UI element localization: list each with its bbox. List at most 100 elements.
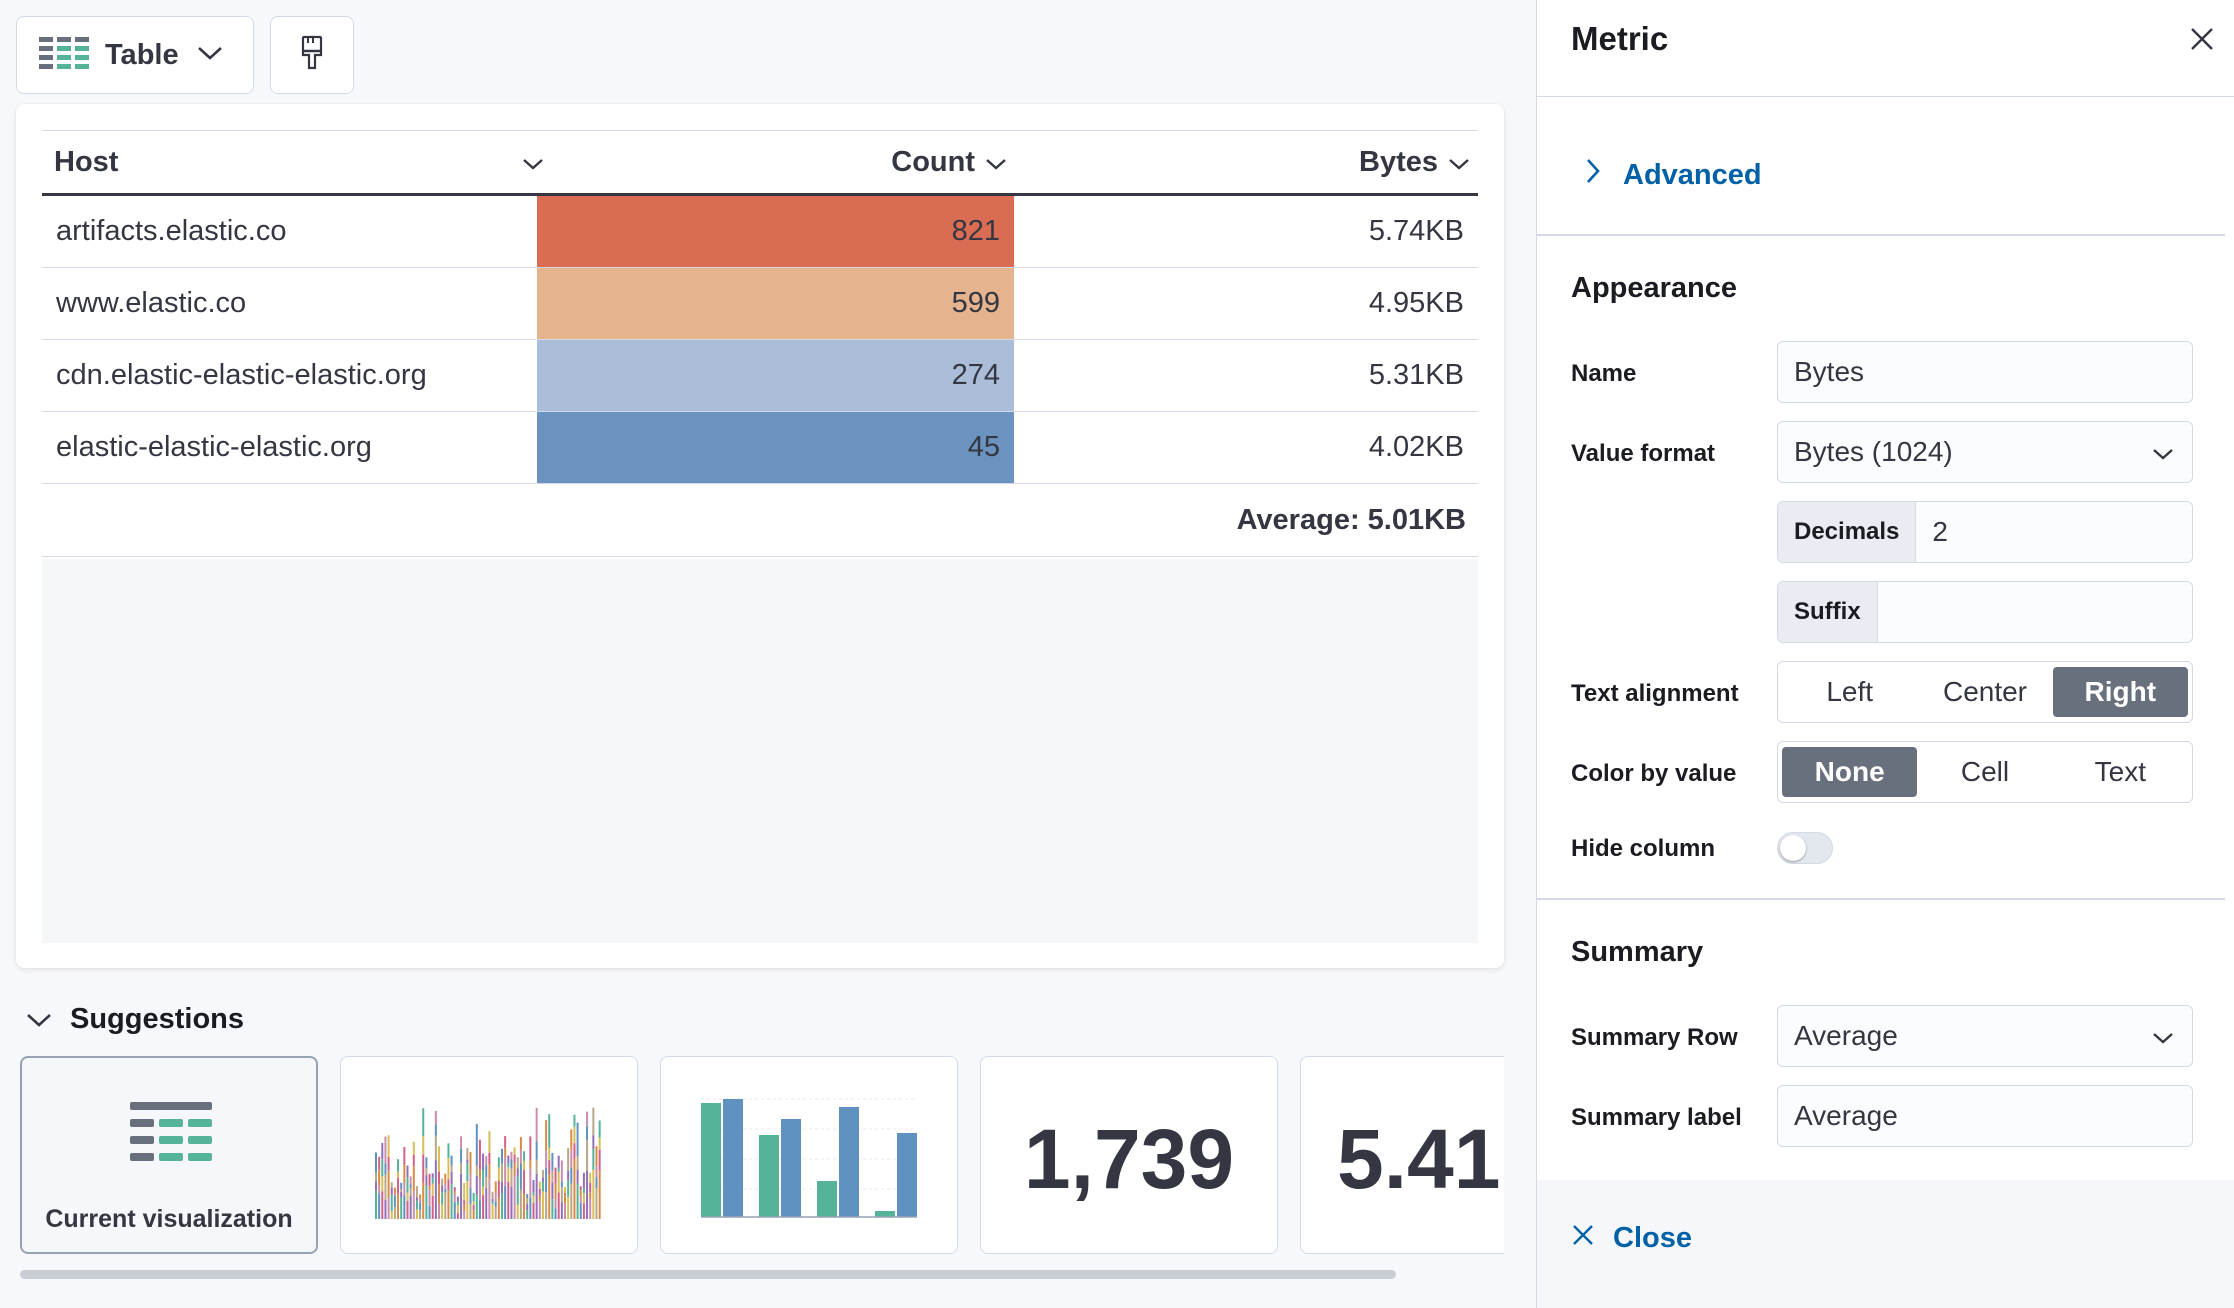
histogram-bar-segment xyxy=(554,1199,557,1209)
histogram-bar-segment xyxy=(431,1195,434,1219)
close-icon xyxy=(1571,1222,1595,1255)
histogram-bar-segment xyxy=(513,1147,516,1155)
column-header-host[interactable]: Host xyxy=(54,131,544,193)
column-header-count[interactable]: Count xyxy=(537,131,1007,193)
histogram-bar-segment xyxy=(472,1210,475,1219)
histogram-bar-segment xyxy=(541,1181,544,1192)
text-alignment-group: Left Center Right xyxy=(1777,661,2193,723)
histogram-bar-segment xyxy=(532,1195,535,1203)
histogram-bar-segment xyxy=(557,1192,560,1219)
histogram-bar-segment xyxy=(444,1192,447,1219)
histogram-bar-segment xyxy=(460,1148,463,1163)
histogram-bar-segment xyxy=(431,1183,434,1196)
value-format-select[interactable]: Bytes (1024) xyxy=(1777,421,2193,483)
histogram-bar-segment xyxy=(412,1191,415,1219)
histogram-bar-segment xyxy=(475,1175,478,1195)
histogram-bar-segment xyxy=(532,1179,535,1193)
suggestions-scrollbar[interactable] xyxy=(20,1270,1396,1279)
name-label: Name xyxy=(1571,360,1637,387)
flyout-title: Metric xyxy=(1571,20,1669,57)
histogram-bar-segment xyxy=(541,1169,544,1178)
align-right-button[interactable]: Right xyxy=(2052,667,2188,717)
histogram-bar-segment xyxy=(419,1198,422,1203)
chevron-down-icon xyxy=(2152,436,2192,468)
suffix-field[interactable]: Suffix xyxy=(1777,581,2193,643)
histogram-bar-segment xyxy=(564,1186,566,1193)
histogram-bar-segment xyxy=(482,1195,485,1219)
suggestion-current-visualization[interactable]: Current visualization xyxy=(20,1056,318,1254)
chevron-down-icon[interactable] xyxy=(522,146,544,179)
histogram-bar-segment xyxy=(478,1200,481,1219)
histogram-bar-segment xyxy=(589,1182,592,1193)
metric-value: 5.41KB xyxy=(1337,1112,1504,1206)
histogram-bar-segment xyxy=(529,1197,532,1219)
histogram-bar-segment xyxy=(384,1199,387,1219)
suggestion-metric-bytes[interactable]: 5.41KB xyxy=(1300,1056,1504,1254)
histogram-bar-segment xyxy=(409,1176,412,1185)
histogram-bar-segment xyxy=(434,1110,437,1125)
histogram-bar-segment xyxy=(567,1170,570,1181)
summary-row-select[interactable]: Average xyxy=(1777,1005,2193,1067)
histogram-bar-segment xyxy=(463,1182,466,1201)
histogram-bar-segment xyxy=(428,1189,431,1206)
decimals-field[interactable]: Decimals 2 xyxy=(1777,501,2193,563)
histogram-bar-segment xyxy=(510,1151,513,1160)
histogram-bar-segment xyxy=(478,1178,481,1201)
histogram-bar-segment xyxy=(504,1157,507,1186)
histogram-bar-segment xyxy=(573,1114,576,1127)
histogram-bar-segment xyxy=(519,1163,522,1190)
suggestions-toggle[interactable]: Suggestions xyxy=(26,1003,244,1036)
histogram-bar-segment xyxy=(538,1201,541,1219)
histogram-bar-segment xyxy=(548,1160,551,1175)
histogram-bar-segment xyxy=(381,1159,384,1177)
histogram-bar-segment xyxy=(453,1191,456,1194)
histogram-bar-segment xyxy=(523,1160,526,1171)
color-cell-button[interactable]: Cell xyxy=(1960,756,2010,787)
advanced-toggle[interactable]: Advanced xyxy=(1585,158,1762,192)
suggestion-metric-count[interactable]: 1,739 xyxy=(980,1056,1278,1254)
color-none-button[interactable]: None xyxy=(1782,747,1918,797)
histogram-bar-segment xyxy=(428,1185,431,1190)
close-icon[interactable] xyxy=(2189,26,2215,57)
histogram-bar-segment xyxy=(447,1143,450,1158)
data-table: Host Count Bytes artifacts.elastic.co 8 xyxy=(42,130,1478,557)
summary-label-field[interactable]: Average xyxy=(1777,1085,2193,1147)
histogram-bar-segment xyxy=(526,1194,529,1199)
decimals-value: 2 xyxy=(1932,516,1948,547)
histogram-bar-segment xyxy=(469,1204,472,1219)
name-field[interactable]: Bytes xyxy=(1777,341,2193,403)
histogram-bar-segment xyxy=(557,1167,560,1172)
table-summary-row: Average: 5.01KB xyxy=(42,484,1478,557)
histogram-bar-segment xyxy=(491,1201,494,1204)
histogram-bar-segment xyxy=(485,1156,488,1166)
histogram-bar-segment xyxy=(472,1205,475,1211)
count-cell: 45 xyxy=(537,412,1014,483)
histogram-bar-segment xyxy=(507,1181,510,1219)
histogram-bar-segment xyxy=(557,1171,560,1193)
suggestion-stacked-histogram[interactable] xyxy=(340,1056,638,1254)
close-button[interactable]: Close xyxy=(1571,1222,1692,1255)
histogram-bar-segment xyxy=(554,1183,557,1200)
divider xyxy=(1537,234,2225,236)
histogram-bar-segment xyxy=(463,1204,466,1212)
style-settings-button[interactable] xyxy=(270,16,354,94)
histogram-bar-segment xyxy=(551,1199,554,1219)
suggestion-bar-chart[interactable] xyxy=(660,1056,958,1254)
histogram-bar-segment xyxy=(444,1173,447,1184)
color-text-button[interactable]: Text xyxy=(2094,756,2146,787)
histogram-bar-segment xyxy=(538,1181,541,1189)
histogram-bar-segment xyxy=(564,1192,566,1195)
histogram-bar-segment xyxy=(441,1178,444,1186)
histogram-bar-segment xyxy=(447,1157,450,1180)
histogram-bar-segment xyxy=(453,1187,456,1192)
align-center-button[interactable]: Center xyxy=(1942,676,2028,707)
align-left-button[interactable]: Left xyxy=(1826,676,1874,707)
chevron-down-icon xyxy=(1448,146,1470,179)
suggestions-title: Suggestions xyxy=(70,1003,245,1035)
hide-column-switch[interactable] xyxy=(1777,832,1833,864)
histogram-bar-segment xyxy=(573,1126,576,1144)
chart-type-switcher[interactable]: Table xyxy=(16,16,254,94)
histogram-bar-segment xyxy=(595,1177,598,1188)
column-header-bytes[interactable]: Bytes xyxy=(1014,131,1470,193)
histogram-bar-segment xyxy=(434,1160,437,1219)
